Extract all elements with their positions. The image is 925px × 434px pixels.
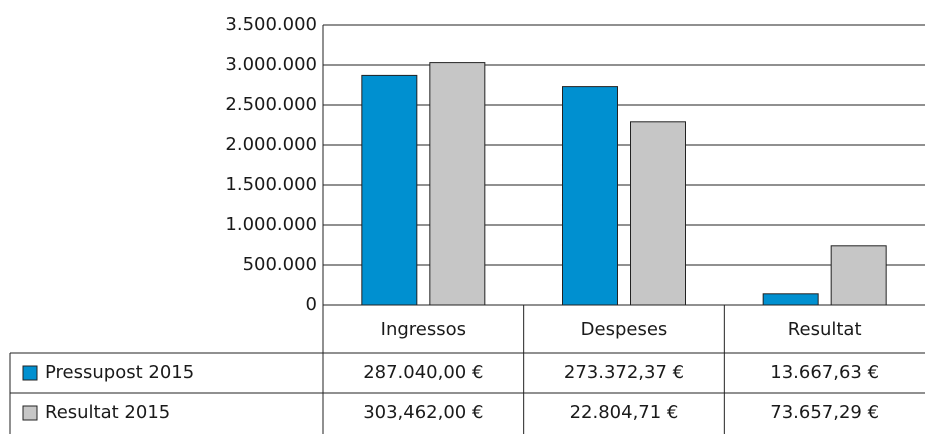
bar bbox=[429, 62, 486, 306]
x-tick-label: Ingressos bbox=[381, 319, 466, 340]
y-tick-label: 1.500.000 bbox=[225, 174, 317, 195]
y-tick-label: 1.000.000 bbox=[225, 214, 317, 235]
bar bbox=[562, 86, 618, 306]
bar bbox=[361, 74, 418, 306]
x-tick-label: Resultat bbox=[788, 319, 862, 340]
legend-label: Pressupost 2015 bbox=[45, 362, 194, 383]
table-cell: 73.657,29 € bbox=[770, 402, 879, 423]
y-tick-label: 2.000.000 bbox=[225, 134, 317, 155]
bar bbox=[762, 293, 819, 306]
y-tick-label: 3.500.000 bbox=[225, 14, 317, 35]
y-tick-label: 2.500.000 bbox=[225, 94, 317, 115]
legend-label: Resultat 2015 bbox=[45, 402, 170, 423]
table-cell: 22.804,71 € bbox=[570, 402, 679, 423]
legend-swatch bbox=[22, 405, 38, 421]
table-cell: 287.040,00 € bbox=[363, 362, 483, 383]
table-cell: 303,462,00 € bbox=[363, 402, 483, 423]
table-cell: 13.667,63 € bbox=[770, 362, 879, 383]
legend-swatch bbox=[22, 365, 38, 381]
bar bbox=[630, 121, 686, 306]
y-tick-label: 3.000.000 bbox=[225, 54, 317, 75]
bar bbox=[830, 245, 887, 306]
y-tick-label: 500.000 bbox=[243, 254, 317, 275]
x-tick-label: Despeses bbox=[581, 319, 668, 340]
y-tick-label: 0 bbox=[306, 294, 317, 315]
table-cell: 273.372,37 € bbox=[564, 362, 684, 383]
